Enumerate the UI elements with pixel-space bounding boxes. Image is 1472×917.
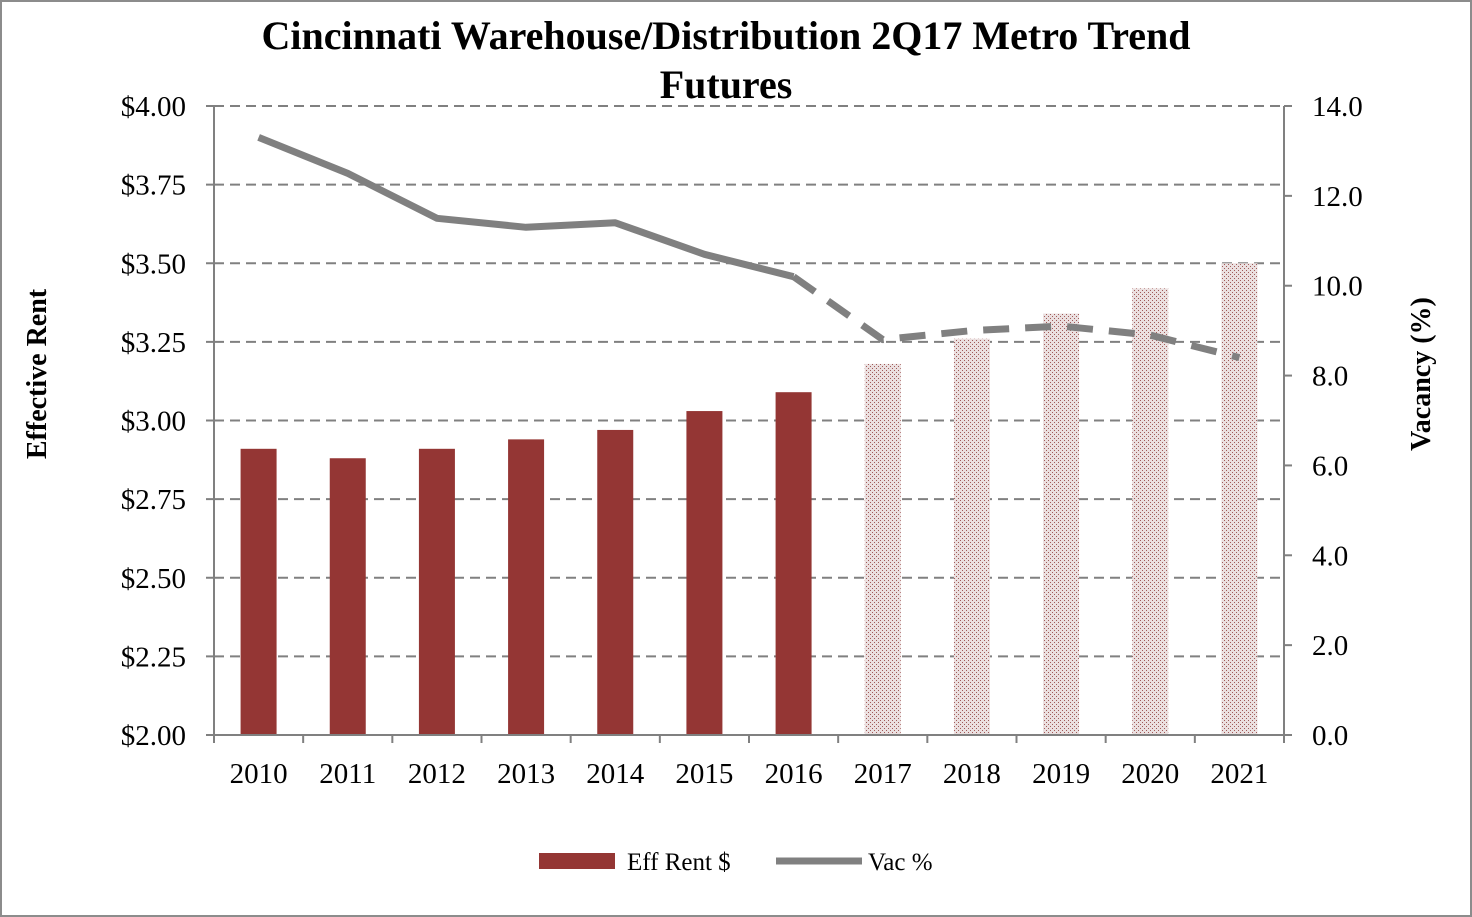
y-tick-label: $4.00 (121, 91, 186, 123)
bar-2014 (597, 429, 634, 735)
y2-tick-label: 0.0 (1312, 720, 1348, 752)
x-tick-label: 2016 (765, 758, 823, 790)
x-tick-label: 2020 (1121, 758, 1179, 790)
vacancy-line-forecast (791, 273, 1241, 361)
y-tick-label: $3.00 (121, 406, 186, 438)
x-tick-label: 2019 (1032, 758, 1090, 790)
y2-axis-title: Vacancy (%) (1406, 297, 1437, 451)
bar-2020 (1132, 288, 1169, 735)
legend: Eff Rent $ Vac % (539, 849, 933, 876)
bar-2010 (240, 448, 277, 735)
y2-tick-label: 12.0 (1312, 181, 1363, 213)
bar-2018 (953, 338, 990, 735)
y-axis-title: Effective Rent (22, 288, 53, 459)
y2-tick-label: 6.0 (1312, 450, 1348, 482)
x-tick-label: 2010 (230, 758, 288, 790)
y-tick-label: $3.25 (121, 327, 186, 359)
y2-tick-label: 14.0 (1312, 91, 1363, 123)
bar-2017 (864, 363, 901, 735)
y2-tick-label: 2.0 (1312, 630, 1348, 662)
bar-2015 (686, 411, 723, 735)
y-tick-label: $3.75 (121, 170, 186, 202)
y-tick-label: $2.50 (121, 563, 186, 595)
x-tick-label: 2015 (675, 758, 733, 790)
x-tick-label: 2013 (497, 758, 555, 790)
x-axis-ticks: 2010 2011 2012 2013 2014 2015 2016 2017 2018 2019… (230, 758, 1269, 790)
axes (206, 105, 1292, 743)
y-axis-ticks: $2.00 $2.25 $2.50 $2.75 $3.00 $3.25 $3.50 $3.75… (121, 91, 186, 752)
x-tick-label: 2011 (319, 758, 376, 790)
bar-2013 (508, 439, 545, 735)
y-tick-label: $3.50 (121, 248, 186, 280)
y-tick-label: $2.00 (121, 720, 186, 752)
legend-label-eff-rent: Eff Rent $ (627, 849, 731, 876)
y2-tick-label: 10.0 (1312, 271, 1363, 303)
chart-title-line2: Futures (660, 62, 793, 107)
legend-label-vacancy: Vac % (868, 849, 933, 876)
bar-2011 (329, 458, 366, 735)
bar-2016 (775, 392, 812, 735)
x-tick-label: 2012 (408, 758, 466, 790)
x-tick-label: 2018 (943, 758, 1001, 790)
y2-tick-label: 4.0 (1312, 540, 1348, 572)
bars-eff-rent (240, 263, 1258, 735)
y-tick-label: $2.75 (121, 484, 186, 516)
x-tick-label: 2021 (1210, 758, 1268, 790)
line-vacancy (257, 134, 1241, 361)
y2-tick-label: 8.0 (1312, 361, 1348, 393)
bar-2012 (418, 448, 455, 735)
legend-swatch-eff-rent (539, 853, 615, 869)
y-tick-label: $2.25 (121, 641, 186, 673)
x-tick-label: 2017 (854, 758, 912, 790)
vacancy-line-actual (257, 134, 795, 281)
x-tick-label: 2014 (586, 758, 645, 790)
y2-axis-ticks: 0.0 2.0 4.0 6.0 8.0 10.0 12.0 14.0 (1312, 91, 1363, 752)
bar-2019 (1043, 313, 1080, 735)
chart-title-line1: Cincinnati Warehouse/Distribution 2Q17 M… (262, 13, 1191, 58)
bar-2021 (1221, 263, 1258, 735)
